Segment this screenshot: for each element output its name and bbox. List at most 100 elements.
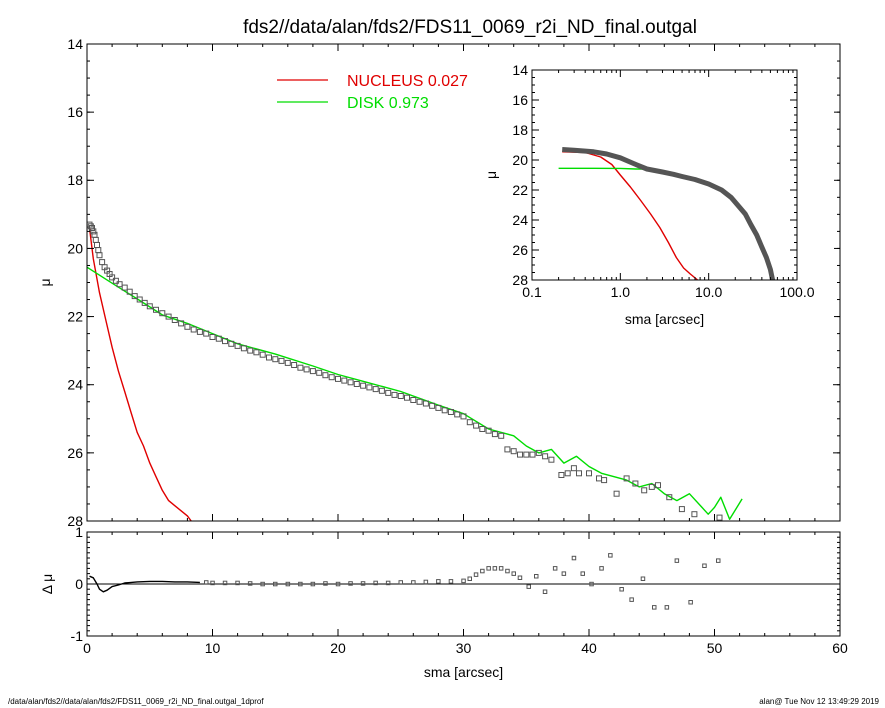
data-point-marker bbox=[596, 475, 602, 482]
data-point-marker bbox=[613, 490, 620, 497]
data-point-marker bbox=[416, 398, 423, 405]
series-line-nucleus bbox=[88, 227, 192, 521]
y-tick-label: 26 bbox=[512, 242, 528, 258]
y-tick-label: 24 bbox=[67, 377, 83, 393]
data-point-marker bbox=[273, 581, 278, 587]
data-point-marker bbox=[548, 456, 555, 463]
data-point-marker bbox=[542, 453, 549, 460]
data-point-marker bbox=[391, 391, 398, 398]
data-point-marker bbox=[222, 580, 228, 586]
data-point-marker bbox=[648, 483, 655, 490]
legend-label-nucleus: NUCLEUS 0.027 bbox=[347, 73, 468, 90]
data-point-marker bbox=[529, 451, 536, 458]
data-point-marker bbox=[461, 578, 466, 584]
y-tick-label: 14 bbox=[67, 36, 83, 52]
data-point-marker bbox=[460, 413, 467, 420]
data-point-marker bbox=[429, 402, 436, 409]
data-point-marker bbox=[485, 427, 492, 434]
data-point-marker bbox=[674, 558, 680, 563]
data-point-marker bbox=[505, 568, 510, 574]
y-tick-label: 20 bbox=[512, 152, 528, 168]
data-point-marker bbox=[92, 236, 99, 243]
data-point-marker bbox=[571, 555, 577, 561]
y-tick-label: 26 bbox=[67, 445, 83, 461]
data-point-marker bbox=[309, 368, 316, 375]
data-point-marker bbox=[552, 566, 558, 571]
data-point-marker bbox=[473, 572, 479, 577]
y-tick-label: -1 bbox=[71, 628, 84, 644]
x-tick-label: 50 bbox=[707, 640, 723, 656]
x-tick-label: 0.1 bbox=[522, 284, 542, 300]
series-group bbox=[89, 553, 721, 610]
data-point-marker bbox=[523, 451, 530, 458]
data-point-marker bbox=[126, 288, 133, 295]
data-point-marker bbox=[448, 579, 454, 584]
data-point-marker bbox=[203, 330, 210, 337]
data-point-marker bbox=[691, 511, 698, 518]
data-point-marker bbox=[322, 372, 329, 379]
y-tick-label: 28 bbox=[512, 272, 528, 288]
data-point-marker bbox=[235, 580, 240, 586]
y-axis-label: Δ μ bbox=[39, 574, 55, 595]
data-point-marker bbox=[652, 605, 657, 610]
x-tick-label: 30 bbox=[456, 640, 472, 656]
data-point-marker bbox=[360, 581, 366, 586]
data-point-marker bbox=[688, 600, 693, 605]
data-point-marker bbox=[599, 566, 604, 571]
data-point-marker bbox=[373, 580, 378, 586]
data-point-marker bbox=[209, 334, 216, 340]
data-point-marker bbox=[204, 580, 209, 585]
data-point-marker bbox=[348, 581, 353, 586]
x-tick-label: 40 bbox=[581, 640, 597, 656]
y-tick-label: 14 bbox=[512, 62, 528, 78]
data-point-marker bbox=[190, 326, 197, 333]
data-point-marker bbox=[632, 480, 639, 487]
data-point-marker bbox=[222, 338, 228, 345]
data-point-marker bbox=[297, 364, 304, 371]
data-point-marker bbox=[234, 342, 241, 349]
data-point-marker bbox=[260, 581, 265, 587]
data-point-marker bbox=[467, 576, 472, 581]
y-tick-label: 1 bbox=[75, 524, 83, 540]
y-tick-label: 20 bbox=[67, 240, 83, 256]
data-point-marker bbox=[491, 431, 498, 438]
data-point-marker bbox=[196, 328, 203, 335]
y-tick-label: 16 bbox=[67, 104, 83, 120]
data-point-marker bbox=[99, 259, 106, 266]
data-point-marker bbox=[436, 579, 441, 584]
data-point-marker bbox=[228, 340, 235, 347]
data-point-marker bbox=[397, 393, 404, 399]
data-point-marker bbox=[266, 354, 272, 361]
data-point-marker bbox=[341, 377, 348, 384]
data-point-marker bbox=[116, 281, 123, 288]
series-group bbox=[87, 221, 743, 521]
data-point-marker bbox=[240, 345, 247, 352]
data-point-marker bbox=[558, 472, 565, 478]
data-point-marker bbox=[447, 409, 454, 415]
data-point-marker bbox=[570, 465, 577, 472]
data-point-marker bbox=[641, 487, 648, 494]
data-point-marker bbox=[310, 581, 316, 587]
data-point-marker bbox=[666, 494, 673, 501]
series-line-nucleus bbox=[562, 151, 699, 280]
data-point-marker bbox=[259, 351, 266, 358]
data-point-marker bbox=[247, 581, 253, 586]
data-point-marker bbox=[640, 576, 646, 581]
data-point-marker bbox=[121, 284, 128, 291]
data-point-marker bbox=[385, 389, 392, 396]
footer-timestamp: alan@ Tue Nov 12 13:49:29 2019 bbox=[759, 697, 879, 706]
data-point-marker bbox=[655, 482, 661, 489]
data-point-marker bbox=[215, 335, 222, 342]
data-point-marker bbox=[517, 451, 523, 458]
x-tick-label: 60 bbox=[832, 640, 848, 656]
data-point-marker bbox=[131, 293, 138, 300]
data-point-marker bbox=[534, 574, 539, 579]
data-point-marker bbox=[535, 449, 542, 456]
y-tick-label: 24 bbox=[512, 212, 528, 228]
data-point-marker bbox=[347, 379, 354, 386]
data-point-marker bbox=[629, 597, 634, 602]
y-tick-label: 22 bbox=[512, 182, 528, 198]
data-point-marker bbox=[517, 575, 523, 580]
data-point-marker bbox=[291, 362, 298, 368]
